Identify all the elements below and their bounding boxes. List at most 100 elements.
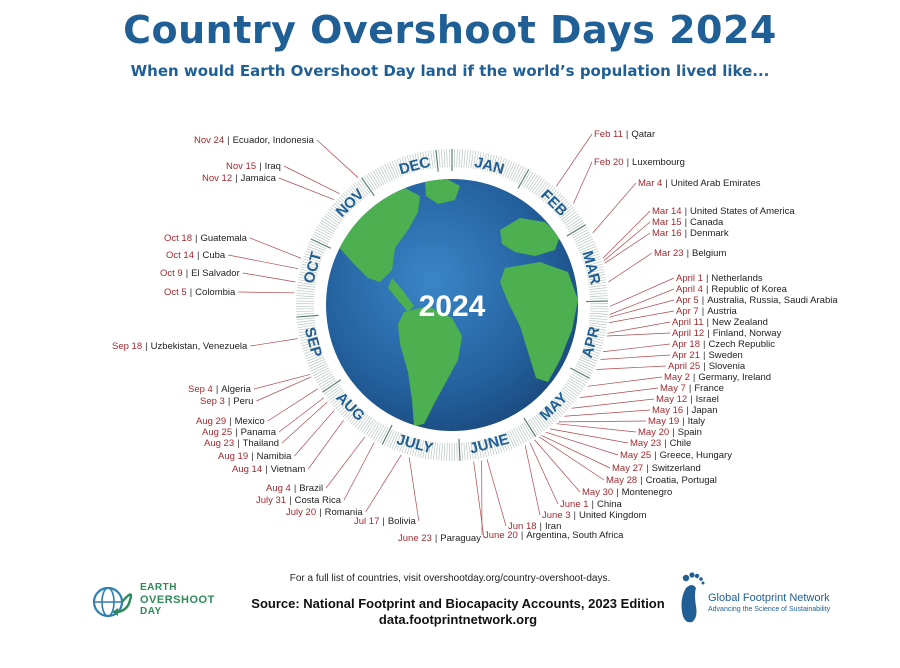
dial-tick [567, 219, 584, 231]
dial-tick [580, 248, 598, 256]
country-names: Switzerland [651, 463, 701, 474]
dial-tick [296, 312, 315, 315]
dial-tick [495, 435, 503, 453]
country-label: Nov 12 | Jamaica [202, 173, 276, 184]
country-date: June 23 [398, 533, 432, 544]
dial-tick [477, 440, 482, 459]
dial-tick [443, 149, 446, 168]
dial-tick [529, 418, 541, 434]
dial-tick [335, 200, 350, 214]
separator: | [703, 339, 706, 350]
dial-tick [589, 312, 608, 315]
country-label: May 2 | Germany, Ireland [664, 372, 771, 383]
dial-tick [560, 208, 576, 221]
dial-tick [553, 398, 567, 412]
dial-tick [425, 440, 429, 459]
country-names: Spain [677, 427, 702, 438]
dial-tick [519, 424, 530, 441]
country-names: China [597, 499, 622, 510]
dial-tick [318, 375, 334, 386]
dial-tick [301, 340, 319, 347]
dial-tick [440, 442, 443, 461]
country-date: Mar 14 [652, 206, 682, 217]
dial-tick [435, 149, 439, 172]
source-block: Source: National Footprint and Biocapaci… [248, 596, 668, 628]
dial-tick [541, 185, 554, 201]
country-label: Sep 3 | Peru [200, 396, 253, 407]
dial-tick [579, 245, 597, 254]
dial-tick [359, 179, 371, 195]
dial-tick [298, 327, 316, 331]
source-url[interactable]: data.footprintnetwork.org [378, 612, 538, 627]
dial-tick [438, 149, 441, 168]
dial-tick [304, 350, 322, 357]
dial-tick [542, 408, 556, 423]
dial-tick [327, 211, 342, 223]
country-date: Feb 11 [594, 129, 623, 140]
country-date: May 16 [652, 405, 684, 416]
country-date: Nov 12 [202, 173, 233, 184]
dial-tick [422, 151, 427, 170]
dial-tick [523, 422, 534, 439]
leader-line [250, 338, 298, 347]
dial-tick [427, 441, 432, 460]
dial-tick [312, 367, 330, 377]
dial-tick [551, 196, 565, 210]
leader-line [549, 428, 629, 444]
dial-tick [465, 442, 469, 461]
source-text: Source: National Footprint and Biocapaci… [251, 596, 665, 611]
dial-tick [548, 193, 562, 207]
country-names: Croatia, Portugal [645, 475, 717, 486]
dial-tick [583, 345, 602, 352]
dial-tick [509, 430, 518, 447]
country-date: May 30 [582, 487, 614, 498]
leader-line [608, 252, 653, 283]
country-date: Oct 9 [160, 268, 183, 279]
dial-tick [344, 191, 358, 205]
country-label: Oct 18 | Guatemala [164, 233, 247, 244]
dial-tick [298, 276, 317, 281]
dial-tick [566, 224, 587, 237]
dial-tick [296, 287, 315, 290]
dial-tick [417, 439, 422, 458]
country-date: Mar 16 [652, 228, 682, 239]
country-label: Feb 11 | Qatar [594, 129, 655, 140]
dial-tick [500, 434, 508, 452]
country-names: United Arab Emirates [670, 178, 761, 189]
dial-tick [500, 158, 508, 176]
dial-tick [502, 159, 510, 177]
south-america-land [398, 306, 462, 426]
dial-tick [419, 152, 425, 170]
dial-tick [587, 276, 606, 281]
dial-tick [582, 253, 600, 260]
leader-line [283, 165, 340, 195]
dial-tick [446, 442, 448, 461]
dial-tick [309, 361, 327, 370]
dial-tick [533, 415, 545, 431]
dial-tick [443, 442, 446, 461]
country-date: May 2 [664, 372, 690, 383]
dial-tick [535, 180, 547, 196]
dial-tick [586, 271, 605, 276]
dial-tick [578, 358, 596, 367]
dial-tick [365, 174, 377, 191]
dial-tick [523, 417, 537, 437]
dial-tick [585, 338, 604, 344]
dial-tick [337, 198, 351, 212]
dial-tick [430, 150, 434, 169]
country-label: June 20 | Argentina, South Africa [484, 530, 623, 541]
dial-tick [404, 436, 411, 454]
separator: | [539, 521, 542, 532]
dial-tick [370, 422, 381, 439]
dial-tick [304, 253, 322, 260]
leader-line [607, 321, 671, 334]
dial-tick [587, 274, 606, 279]
country-date: June 1 [560, 499, 589, 510]
country-label: Jul 17 | Bolivia [354, 516, 416, 527]
earth-overshoot-day-logo: EARTH OVERSHOOT DAY [90, 580, 240, 630]
dial-tick [384, 429, 393, 446]
dial-tick [564, 383, 581, 395]
country-date: May 19 [648, 416, 680, 427]
leader-line [600, 354, 671, 360]
dial-tick [319, 222, 336, 233]
